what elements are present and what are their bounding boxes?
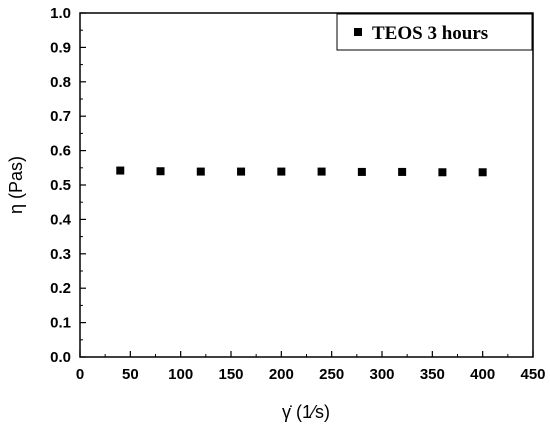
y-tick-label: 0.4 — [50, 211, 72, 228]
x-tick-label: 150 — [218, 366, 243, 383]
x-tick-label: 250 — [319, 366, 344, 383]
y-axis: 0.0 0.1 0.2 0.3 0.4 0.5 0.6 0.7 0.8 0.9 1.0 — [50, 5, 86, 366]
y-tick-label: 1.0 — [50, 5, 71, 22]
legend-label: TEOS 3 hours — [372, 23, 488, 44]
plot-frame — [79, 12, 534, 358]
x-tick-label: 200 — [269, 366, 294, 383]
data-point — [357, 167, 366, 176]
y-tick-label: 0.9 — [50, 39, 71, 56]
legend: TEOS 3 hours — [336, 13, 533, 51]
y-axis-title: η (Pas) — [6, 156, 26, 214]
y-tick-label: 0.1 — [50, 315, 71, 332]
x-tick-label: 400 — [470, 366, 495, 383]
y-tick-label: 0.3 — [50, 246, 71, 263]
data-point — [196, 167, 205, 176]
y-tick-label: 0.2 — [50, 280, 71, 297]
x-axis: 0 50 100 150 200 250 300 350 400 450 — [76, 351, 546, 383]
data-points — [116, 166, 487, 177]
x-tick-label: 300 — [369, 366, 394, 383]
y-tick-label: 0.8 — [50, 74, 71, 91]
x-axis-title: γ̇ (1⁄s) — [282, 402, 330, 422]
x-tick-label: 350 — [420, 366, 445, 383]
x-tick-label: 100 — [168, 366, 193, 383]
y-tick-label: 0.6 — [50, 143, 71, 160]
legend-marker — [354, 28, 362, 36]
data-point — [317, 167, 326, 176]
legend-box — [336, 13, 533, 51]
data-point — [438, 168, 447, 177]
x-tick-label: 50 — [122, 366, 139, 383]
data-point — [478, 168, 487, 177]
data-point — [277, 167, 286, 176]
data-point — [156, 167, 165, 176]
x-tick-label: 450 — [520, 366, 545, 383]
y-tick-label: 0.5 — [50, 177, 71, 194]
data-point — [237, 167, 246, 176]
y-tick-label: 0.0 — [50, 349, 71, 366]
y-tick-label: 0.7 — [50, 108, 71, 125]
data-point — [116, 166, 125, 175]
data-point — [398, 167, 407, 176]
x-tick-label: 0 — [76, 366, 84, 383]
